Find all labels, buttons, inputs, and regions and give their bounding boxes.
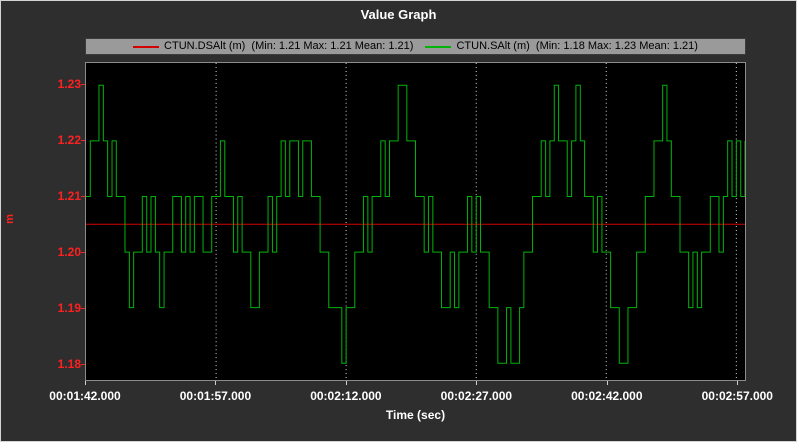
x-tick-label: 00:01:42.000 — [49, 389, 121, 403]
x-tick-label: 00:02:27.000 — [440, 389, 513, 403]
graph-title: Value Graph — [360, 7, 437, 22]
legend: CTUN.DSAlt (m) (Min: 1.21 Max: 1.21 Mean… — [85, 38, 746, 55]
y-tick-mark — [81, 252, 85, 254]
dsalt-legend-label: CTUN.DSAlt (m) (Min: 1.21 Max: 1.21 Mean… — [164, 40, 414, 52]
x-tick-mark — [215, 381, 217, 385]
y-tick-mark — [81, 364, 85, 366]
y-tick-label: 1.22 — [57, 133, 81, 148]
x-tick-label: 00:02:57.000 — [701, 389, 773, 403]
legend-item-dsalt[interactable]: CTUN.DSAlt (m) (Min: 1.21 Max: 1.21 Mean… — [133, 41, 413, 52]
dsalt-line-swatch — [133, 45, 160, 48]
salt-line-swatch — [425, 45, 452, 48]
x-tick-mark — [737, 381, 739, 385]
x-tick-label: 00:02:42.000 — [571, 389, 643, 403]
plot-area[interactable] — [85, 62, 746, 381]
x-tick-mark — [606, 381, 608, 385]
y-tick-label: 1.23 — [57, 77, 81, 92]
y-tick-label: 1.18 — [57, 357, 81, 372]
y-tick-mark — [81, 140, 85, 142]
legend-item-salt[interactable]: CTUN.SAlt (m) (Min: 1.18 Max: 1.23 Mean:… — [425, 40, 698, 52]
plot-canvas — [86, 63, 745, 380]
y-tick-mark — [81, 308, 85, 310]
x-tick-label: 00:02:12.000 — [310, 389, 382, 403]
y-tick-mark — [81, 84, 85, 86]
y-tick-label: 1.21 — [57, 189, 81, 204]
x-tick-mark — [345, 381, 347, 385]
salt-legend-label: CTUN.SAlt (m) (Min: 1.18 Max: 1.23 Mean:… — [456, 40, 698, 52]
x-axis-title: Time (sec) — [385, 408, 446, 422]
x-tick-mark — [476, 381, 478, 385]
y-axis-unit-label: m — [4, 214, 16, 224]
y-tick-label: 1.19 — [57, 301, 81, 316]
y-tick-mark — [81, 196, 85, 198]
x-tick-mark — [85, 381, 86, 385]
x-tick-label: 00:01:57.000 — [179, 389, 252, 403]
y-tick-label: 1.20 — [57, 245, 81, 260]
